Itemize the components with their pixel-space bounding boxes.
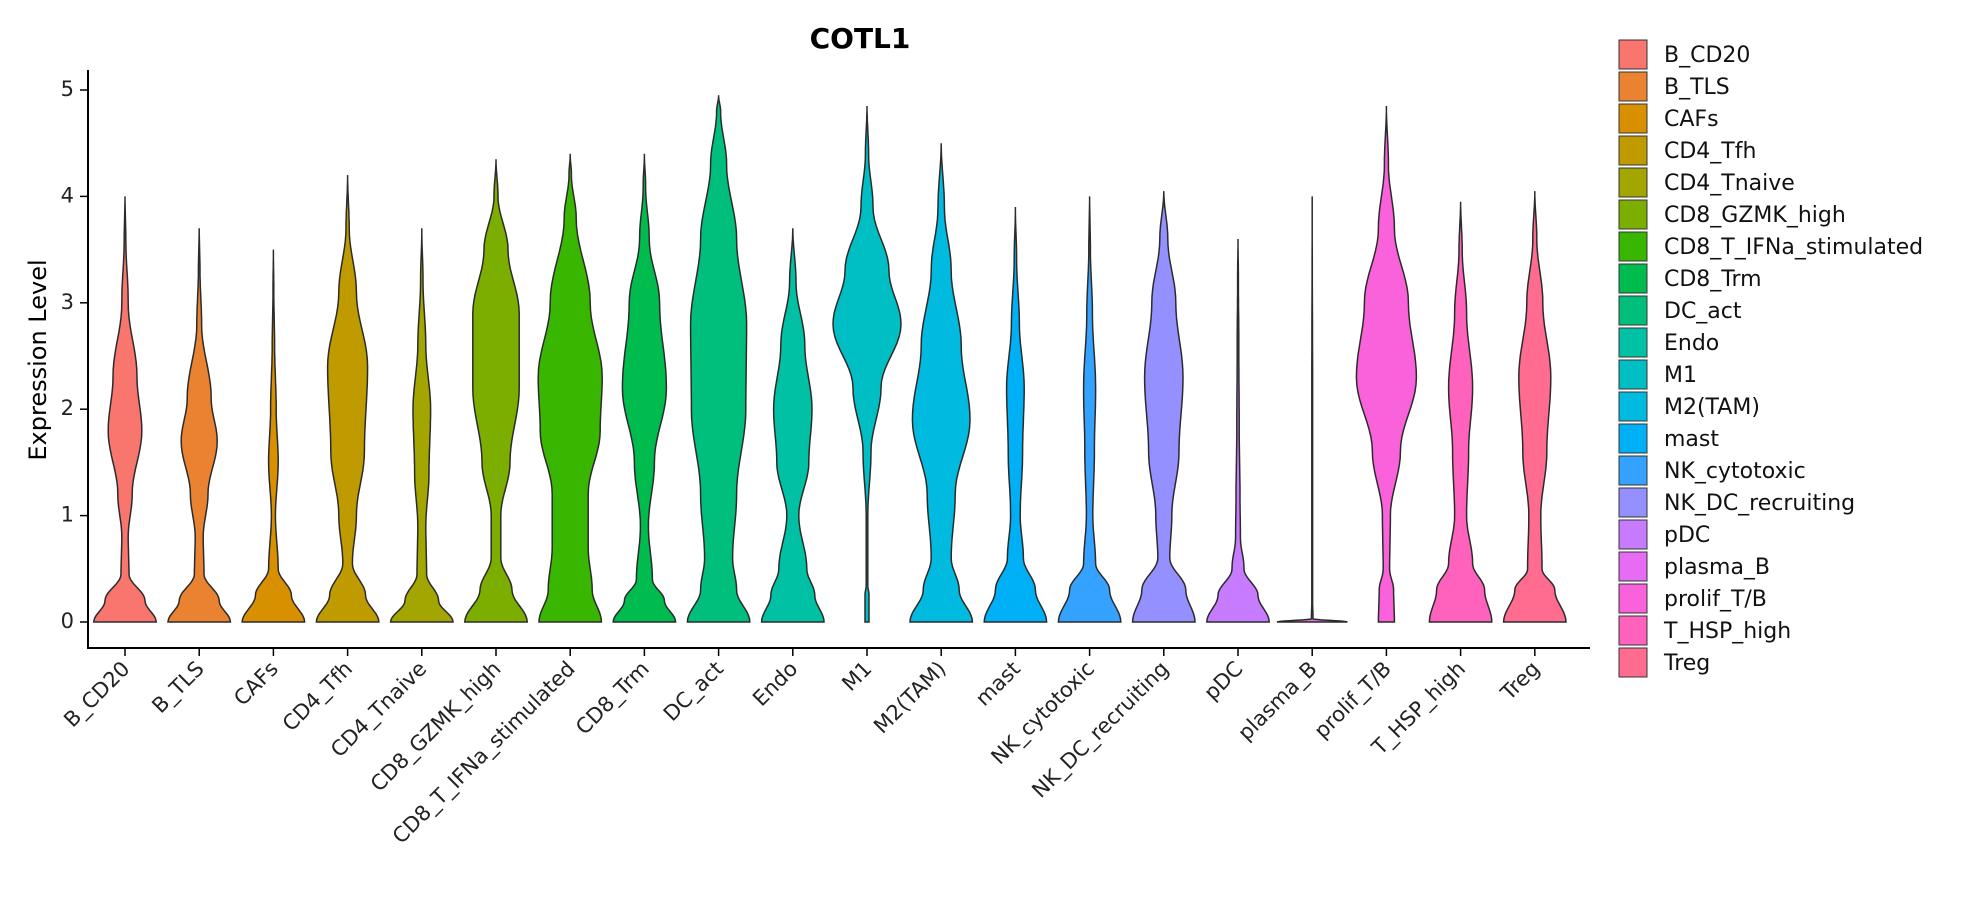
violin-nk-cytotoxic (1057, 196, 1122, 623)
violin-nk-dc-recruiting (1131, 191, 1196, 623)
legend: B_CD20 B_TLS CAFs CD4_Tfh CD4_Tnaive CD8_GZMK… (1618, 39, 1923, 678)
legend-swatch (1618, 487, 1648, 518)
x-tick-label: M1 (837, 657, 876, 696)
legend-swatch (1618, 135, 1648, 166)
violin-m1 (832, 106, 902, 623)
legend-swatch (1618, 423, 1648, 454)
violin-m2-tam- (909, 143, 974, 623)
violin-treg (1502, 191, 1567, 623)
legend-label: M2(TAM) (1664, 395, 1760, 420)
x-tick-label: pDC (1199, 657, 1247, 705)
legend-label: B_TLS (1664, 75, 1730, 100)
legend-label: M1 (1664, 363, 1697, 388)
legend-label: NK_cytotoxic (1664, 459, 1806, 484)
x-tick-label: M2(TAM) (869, 657, 951, 739)
legend-swatch (1618, 551, 1648, 582)
violin-plasma-b (1276, 196, 1348, 623)
legend-swatch (1618, 263, 1648, 294)
violin-cd8-trm (612, 153, 677, 623)
y-tick-label: 1 (61, 503, 74, 527)
violin-prolif-t-b (1355, 106, 1418, 623)
legend-label: B_CD20 (1664, 43, 1750, 68)
legend-swatch (1618, 327, 1648, 358)
violin-b-cd20 (92, 196, 158, 623)
y-tick-label: 3 (61, 290, 74, 314)
legend-swatch (1618, 103, 1648, 134)
violin-pdc (1205, 239, 1271, 623)
x-tick-label: B_CD20 (59, 657, 135, 733)
legend-label: CAFs (1664, 107, 1719, 132)
violin-endo (760, 228, 825, 623)
y-tick-label: 5 (61, 77, 74, 101)
violin-cd8-t-ifna-stimulated (537, 153, 603, 623)
legend-swatch (1618, 231, 1648, 262)
x-tick-label: B_TLS (147, 657, 209, 719)
x-tick-label: CD8_GZMK_high (366, 657, 506, 797)
legend-swatch (1618, 39, 1648, 70)
violin-cd8-gzmk-high (463, 159, 529, 623)
legend-swatch (1618, 167, 1648, 198)
legend-label: DC_act (1664, 299, 1742, 324)
x-tick-label: CD8_Trm (571, 657, 655, 741)
legend-swatch (1618, 583, 1648, 614)
violin-cd4-tnaive (389, 228, 454, 623)
x-tick-label: mast (971, 657, 1025, 711)
legend-swatch (1618, 519, 1648, 550)
y-tick-label: 4 (61, 183, 74, 207)
x-tick-label: DC_act (659, 657, 729, 727)
legend-label: pDC (1664, 523, 1710, 548)
legend-swatch (1618, 199, 1648, 230)
legend-label: Endo (1664, 331, 1719, 356)
y-tick-label: 2 (61, 396, 74, 420)
violin-dc-act (686, 95, 751, 623)
legend-swatch (1618, 391, 1648, 422)
legend-label: T_HSP_high (1663, 619, 1791, 644)
x-tick-label: Endo (748, 657, 802, 711)
legend-label: CD4_Tfh (1664, 139, 1756, 164)
legend-swatch (1618, 647, 1648, 678)
violin-t-hsp-high (1428, 201, 1493, 623)
legend-label: plasma_B (1664, 555, 1770, 580)
x-tick-label: NK_DC_recruiting (1027, 657, 1174, 804)
legend-label: CD8_Trm (1664, 267, 1762, 292)
legend-swatch (1618, 615, 1648, 646)
x-tick-label: Treg (1495, 657, 1544, 706)
legend-swatch (1618, 359, 1648, 390)
legend-swatch (1618, 455, 1648, 486)
legend-label: CD4_Tnaive (1664, 171, 1795, 196)
x-tick-label: plasma_B (1233, 657, 1322, 746)
y-axis-label: Expression Level (24, 259, 52, 460)
chart-title: COTL1 (810, 22, 911, 55)
legend-swatch (1618, 71, 1648, 102)
legend-label: CD8_T_IFNa_stimulated (1664, 235, 1923, 260)
violin-cafs (241, 249, 306, 623)
legend-label: NK_DC_recruiting (1664, 491, 1855, 516)
legend-swatch (1618, 295, 1648, 326)
x-tick-label: CAFs (229, 657, 283, 711)
violin-b-tls (167, 228, 232, 623)
legend-label: Treg (1663, 651, 1710, 676)
legend-label: mast (1664, 427, 1719, 452)
legend-label: CD8_GZMK_high (1664, 203, 1846, 228)
legend-label: prolif_T/B (1664, 587, 1767, 612)
y-tick-label: 0 (61, 609, 74, 633)
violin-group (92, 95, 1567, 623)
violin-cd4-tfh (315, 175, 380, 623)
violin-mast (983, 207, 1048, 623)
